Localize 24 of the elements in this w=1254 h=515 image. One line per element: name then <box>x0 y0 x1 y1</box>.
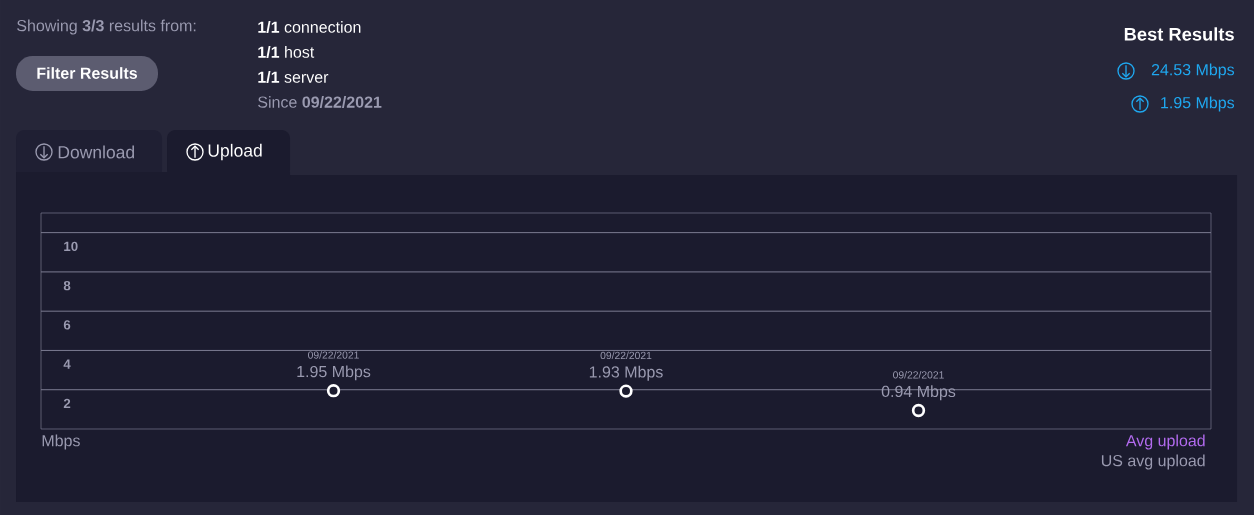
text: Since 09/22/2021 <box>258 96 382 108</box>
text: Best Results <box>1124 27 1234 41</box>
y-tick-label: 2 <box>63 398 71 409</box>
text: Download <box>58 145 135 159</box>
data-label: 1.93 Mbps <box>589 365 663 381</box>
x-tick-label: 09/22/2021 <box>600 351 652 360</box>
text: Mbps <box>42 434 80 450</box>
y-tick-label: 6 <box>63 320 71 330</box>
text: US avg upload <box>1101 454 1205 470</box>
text: Avg upload <box>1125 434 1205 450</box>
text: 24.53 Mbps <box>1151 63 1235 79</box>
text: 1/1 server <box>258 71 329 83</box>
y-tick-label: 4 <box>63 359 71 369</box>
text: Upload <box>208 143 262 161</box>
text: Filter Results <box>37 67 138 79</box>
data-label: 1.95 Mbps <box>297 365 371 381</box>
text: Showing 3/3 results from: <box>17 19 196 35</box>
x-tick-label: 09/22/2021 <box>893 370 944 379</box>
y-tick-label: 8 <box>63 280 71 291</box>
y-tick-label: 10 <box>64 241 78 252</box>
text: 1/1 host <box>258 46 315 58</box>
x-tick-label: 09/22/2021 <box>308 351 359 359</box>
text: 1/1 connection <box>258 21 361 33</box>
text: 1.95 Mbps <box>1161 96 1235 112</box>
